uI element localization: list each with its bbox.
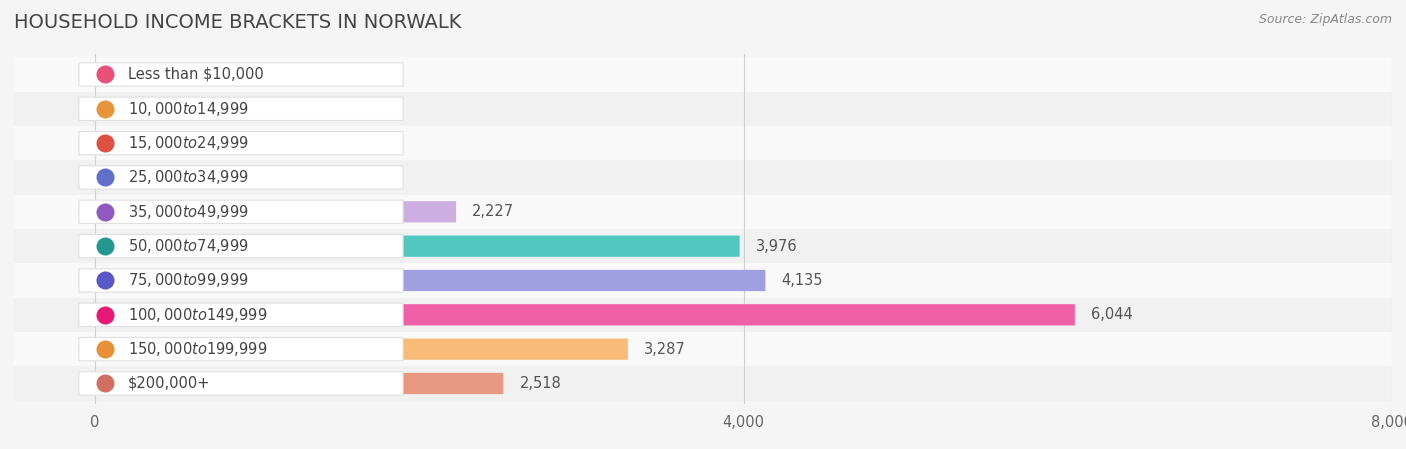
FancyBboxPatch shape	[96, 132, 309, 154]
Text: 3,976: 3,976	[756, 239, 797, 254]
Text: 848: 848	[249, 67, 277, 82]
FancyBboxPatch shape	[14, 366, 1392, 401]
FancyBboxPatch shape	[96, 167, 344, 188]
Text: 4,135: 4,135	[782, 273, 823, 288]
Text: HOUSEHOLD INCOME BRACKETS IN NORWALK: HOUSEHOLD INCOME BRACKETS IN NORWALK	[14, 13, 461, 32]
Text: 2,227: 2,227	[472, 204, 515, 219]
FancyBboxPatch shape	[96, 64, 232, 85]
FancyBboxPatch shape	[96, 236, 740, 257]
Text: $75,000 to $99,999: $75,000 to $99,999	[128, 272, 249, 290]
FancyBboxPatch shape	[79, 132, 404, 155]
FancyBboxPatch shape	[96, 373, 503, 394]
FancyBboxPatch shape	[79, 269, 404, 292]
FancyBboxPatch shape	[79, 166, 404, 189]
FancyBboxPatch shape	[96, 270, 765, 291]
FancyBboxPatch shape	[14, 160, 1392, 195]
FancyBboxPatch shape	[14, 126, 1392, 160]
FancyBboxPatch shape	[14, 195, 1392, 229]
Text: Source: ZipAtlas.com: Source: ZipAtlas.com	[1258, 13, 1392, 26]
Text: 2,518: 2,518	[519, 376, 561, 391]
Text: 3,287: 3,287	[644, 342, 686, 357]
Text: $200,000+: $200,000+	[128, 376, 209, 391]
FancyBboxPatch shape	[14, 229, 1392, 263]
Text: $50,000 to $74,999: $50,000 to $74,999	[128, 237, 249, 255]
Text: $10,000 to $14,999: $10,000 to $14,999	[128, 100, 249, 118]
FancyBboxPatch shape	[79, 234, 404, 258]
FancyBboxPatch shape	[14, 263, 1392, 298]
FancyBboxPatch shape	[96, 201, 456, 222]
Text: $35,000 to $49,999: $35,000 to $49,999	[128, 203, 249, 221]
Text: 6,044: 6,044	[1091, 307, 1133, 322]
FancyBboxPatch shape	[79, 338, 404, 361]
FancyBboxPatch shape	[79, 97, 404, 120]
Text: 1,537: 1,537	[360, 170, 402, 185]
FancyBboxPatch shape	[14, 298, 1392, 332]
FancyBboxPatch shape	[79, 63, 404, 86]
FancyBboxPatch shape	[96, 304, 1074, 326]
Text: $25,000 to $34,999: $25,000 to $34,999	[128, 168, 249, 186]
FancyBboxPatch shape	[96, 98, 190, 119]
Text: 1,325: 1,325	[326, 136, 368, 151]
FancyBboxPatch shape	[14, 92, 1392, 126]
FancyBboxPatch shape	[14, 57, 1392, 92]
FancyBboxPatch shape	[79, 372, 404, 395]
Text: $100,000 to $149,999: $100,000 to $149,999	[128, 306, 267, 324]
FancyBboxPatch shape	[79, 303, 404, 326]
FancyBboxPatch shape	[14, 332, 1392, 366]
Text: 583: 583	[205, 101, 233, 116]
Text: Less than $10,000: Less than $10,000	[128, 67, 263, 82]
FancyBboxPatch shape	[79, 200, 404, 224]
Text: $150,000 to $199,999: $150,000 to $199,999	[128, 340, 267, 358]
FancyBboxPatch shape	[96, 339, 628, 360]
Text: $15,000 to $24,999: $15,000 to $24,999	[128, 134, 249, 152]
